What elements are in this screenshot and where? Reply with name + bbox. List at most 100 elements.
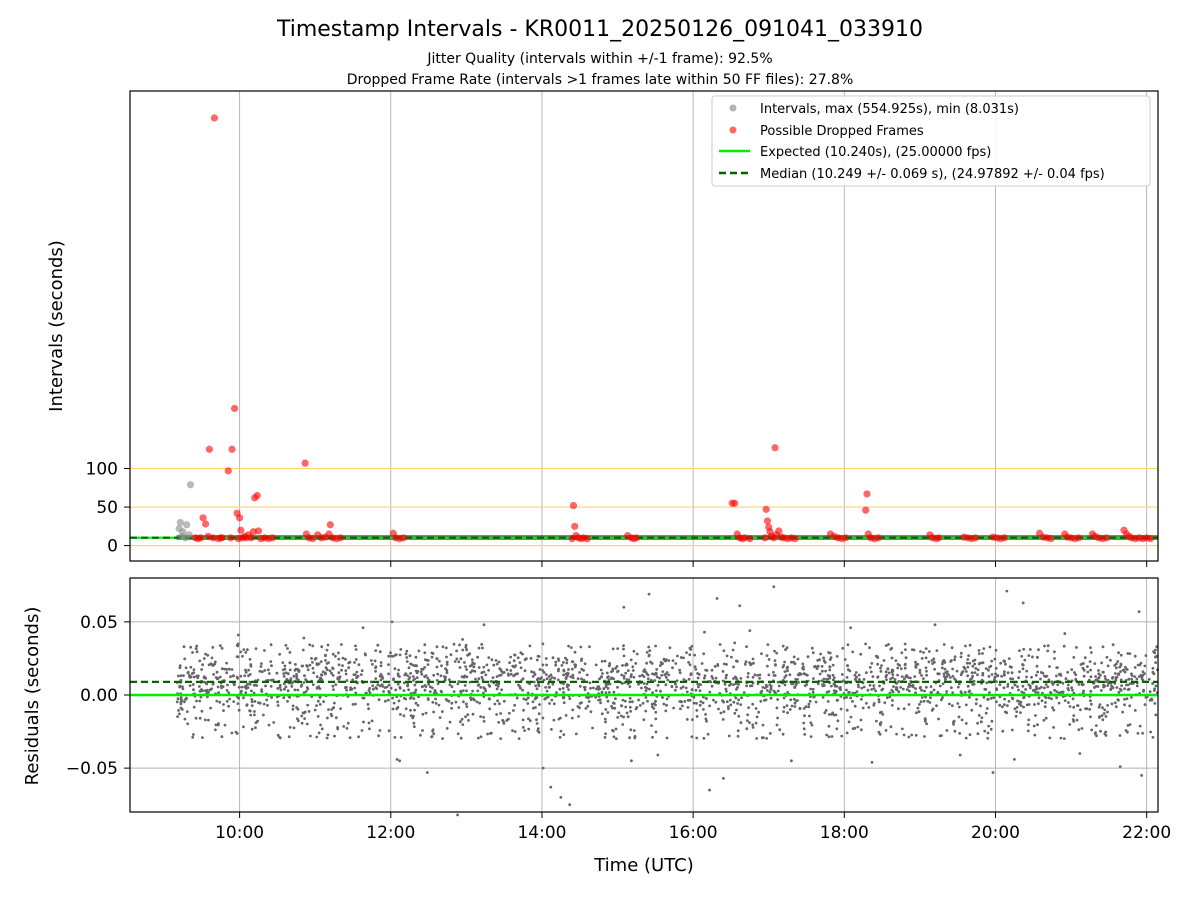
residual-point <box>685 718 689 721</box>
residual-point <box>447 678 451 681</box>
residual-point <box>919 650 922 653</box>
residual-point <box>562 733 566 736</box>
residual-point <box>691 718 694 722</box>
residual-point <box>1101 718 1105 722</box>
residual-point <box>846 668 850 671</box>
residual-point <box>1082 674 1086 678</box>
residual-point <box>467 719 470 722</box>
residual-point <box>577 715 580 718</box>
residual-point <box>914 687 917 690</box>
x-tick-label: 10:00 <box>215 823 264 843</box>
residual-point <box>918 671 922 675</box>
residual-point <box>207 690 210 694</box>
residual-point <box>1052 726 1055 729</box>
residual-point <box>278 735 281 739</box>
residual-point <box>345 685 348 689</box>
residual-point <box>178 664 182 667</box>
residual-point <box>519 666 523 670</box>
residual-point <box>291 704 295 708</box>
residual-point <box>346 721 350 725</box>
residual-point <box>688 646 692 650</box>
residual-point <box>227 704 231 708</box>
residual-point <box>875 719 878 723</box>
residual-point <box>830 735 834 738</box>
legend: Intervals, max (554.925s), min (8.031s) … <box>711 95 1151 187</box>
residual-point <box>1037 702 1040 706</box>
residual-point <box>1116 660 1120 663</box>
residual-point <box>724 687 728 691</box>
residual-point <box>242 648 246 651</box>
residual-point <box>760 736 764 740</box>
residual-point <box>1126 724 1130 727</box>
dropped-frame-point <box>762 505 770 513</box>
residual-point <box>745 645 748 649</box>
residual-point <box>465 705 469 708</box>
residual-point <box>1036 670 1039 674</box>
residual-point <box>616 669 620 673</box>
residual-point <box>702 708 705 711</box>
residual-point <box>687 661 690 664</box>
residual-point <box>923 735 926 738</box>
residual-point <box>383 686 387 689</box>
residual-point <box>704 696 708 700</box>
residual-point <box>1055 690 1059 694</box>
residual-point <box>1048 665 1051 668</box>
residual-point <box>604 682 608 686</box>
residual-point <box>387 683 391 687</box>
residual-point <box>531 675 535 678</box>
residual-point <box>902 733 906 737</box>
residual-point <box>902 707 906 711</box>
residual-point <box>757 710 760 714</box>
residual-point <box>951 691 955 695</box>
residual-point <box>538 677 542 681</box>
residual-point <box>247 668 251 672</box>
residual-point <box>215 670 219 674</box>
residual-point <box>604 720 607 724</box>
residual-point <box>803 714 806 718</box>
residual-point <box>976 673 979 677</box>
residual-point <box>607 678 611 682</box>
residual-point <box>743 662 747 666</box>
residual-point <box>760 689 764 693</box>
residual-point <box>1154 684 1158 688</box>
residual-point <box>891 699 894 702</box>
residual-point <box>899 667 903 671</box>
residual-point <box>340 668 343 672</box>
residual-point <box>1026 723 1030 726</box>
residual-point <box>1094 675 1097 678</box>
residual-point <box>825 677 828 681</box>
residual-point <box>1101 670 1105 674</box>
residual-point <box>1155 654 1159 658</box>
dropped-frame-point <box>253 491 261 500</box>
residual-point <box>1089 699 1092 703</box>
residual-point <box>778 728 782 732</box>
dropped-frame-point <box>771 444 779 452</box>
residual-point <box>1119 689 1123 692</box>
residual-point <box>463 661 466 664</box>
residual-point <box>979 704 982 708</box>
residual-point <box>1152 672 1156 676</box>
residual-point <box>369 680 373 684</box>
residual-point <box>354 673 357 677</box>
residual-point <box>312 671 316 675</box>
residual-point <box>788 673 792 677</box>
residual-point <box>201 663 205 667</box>
residual-point <box>303 674 306 678</box>
residual-point <box>428 690 432 693</box>
residual-point <box>816 659 820 662</box>
residual-point <box>248 709 252 712</box>
residual-point <box>453 660 457 663</box>
residual-point <box>792 697 796 701</box>
residual-point <box>1119 662 1123 666</box>
residual-point <box>1103 675 1107 678</box>
residual-point <box>371 684 375 688</box>
residual-outlier-point <box>647 592 651 596</box>
dropped-frame-point <box>218 534 226 542</box>
residual-point <box>556 678 560 682</box>
residual-point <box>984 667 988 670</box>
residual-point <box>311 644 315 648</box>
residual-point <box>773 649 776 653</box>
residual-point <box>578 671 581 674</box>
residual-point <box>434 697 437 701</box>
residual-point <box>918 668 922 672</box>
